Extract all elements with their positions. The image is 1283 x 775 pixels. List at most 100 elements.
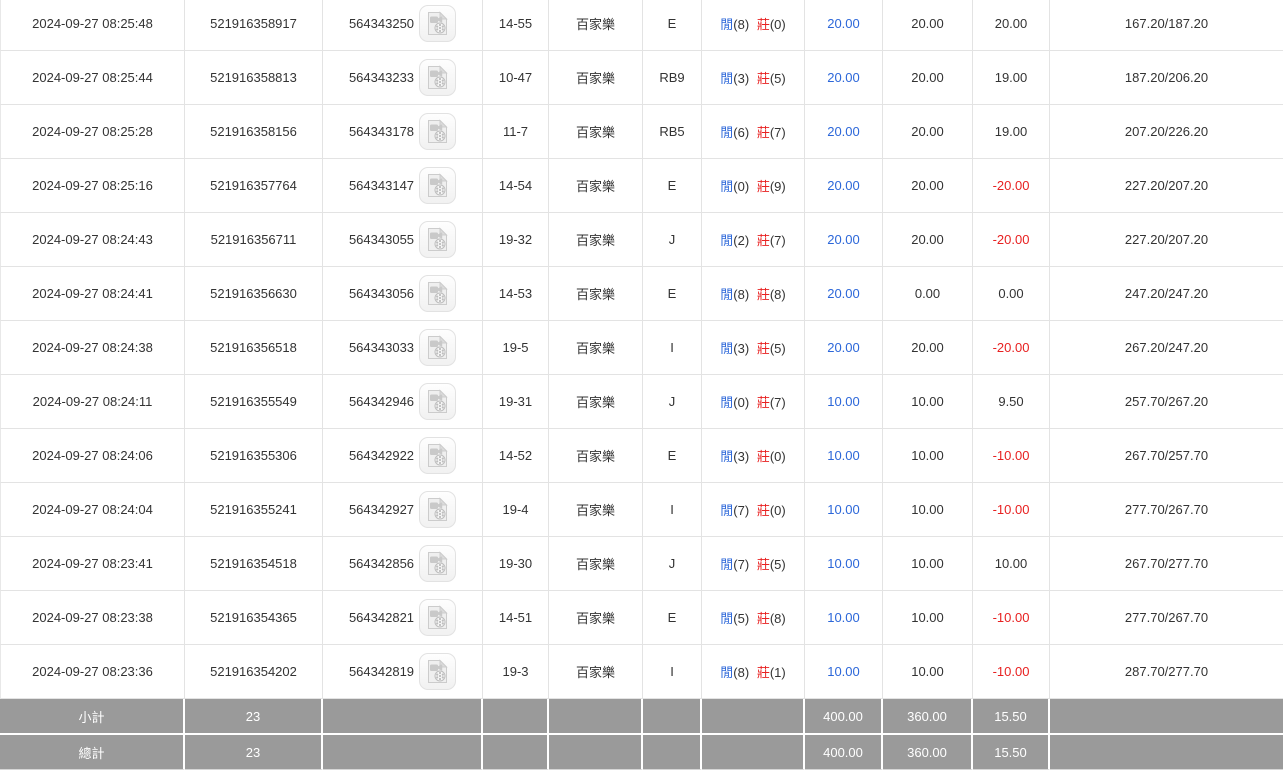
banker-result: 莊(5) bbox=[756, 341, 786, 356]
video-replay-button[interactable] bbox=[419, 221, 457, 258]
cell-game-type: 百家樂 bbox=[549, 483, 643, 537]
video-file-icon bbox=[428, 281, 448, 305]
summary-bet-total: 400.00 bbox=[805, 735, 883, 770]
cell-game-type: 百家樂 bbox=[549, 105, 643, 159]
summary-bet-total: 400.00 bbox=[805, 699, 883, 735]
cell-round: 564342922 bbox=[323, 429, 483, 483]
cell-bet-id: 521916354518 bbox=[185, 537, 323, 591]
banker-result: 莊(7) bbox=[756, 233, 786, 248]
cell-table-number: 19-5 bbox=[483, 321, 549, 375]
summary-label: 小計 bbox=[0, 699, 185, 735]
player-result: 閒(3) bbox=[720, 449, 750, 464]
cell-valid-amount: 20.00 bbox=[883, 51, 973, 105]
cell-balance: 227.20/207.20 bbox=[1050, 159, 1283, 213]
cell-bet-id: 521916354365 bbox=[185, 591, 323, 645]
video-file-icon bbox=[428, 173, 448, 197]
cell-valid-amount: 20.00 bbox=[883, 321, 973, 375]
cell-bet-amount: 20.00 bbox=[805, 213, 883, 267]
cell-round: 564342821 bbox=[323, 591, 483, 645]
video-replay-button[interactable] bbox=[419, 329, 457, 366]
summary-empty-code bbox=[643, 735, 702, 770]
video-file-icon bbox=[428, 227, 448, 251]
summary-empty-balance bbox=[1050, 735, 1283, 770]
video-replay-button[interactable] bbox=[419, 5, 457, 42]
round-id: 564342821 bbox=[348, 610, 415, 625]
cell-round: 564343178 bbox=[323, 105, 483, 159]
cell-game-type: 百家樂 bbox=[549, 645, 643, 699]
video-file-icon bbox=[428, 11, 448, 35]
cell-game-result: 閒(3) 莊(5) bbox=[702, 51, 805, 105]
cell-game-result: 閒(7) 莊(0) bbox=[702, 483, 805, 537]
round-id: 564343055 bbox=[348, 232, 415, 247]
cell-valid-amount: 10.00 bbox=[883, 483, 973, 537]
banker-result: 莊(1) bbox=[756, 665, 786, 680]
cell-game-result: 閒(7) 莊(5) bbox=[702, 537, 805, 591]
cell-table-number: 14-52 bbox=[483, 429, 549, 483]
video-replay-button[interactable] bbox=[419, 599, 457, 636]
cell-round: 564343056 bbox=[323, 267, 483, 321]
video-replay-button[interactable] bbox=[419, 275, 457, 312]
summary-count: 23 bbox=[185, 699, 323, 735]
video-replay-button[interactable] bbox=[419, 59, 457, 96]
table-row: 2024-09-27 08:25:28 521916358156 5643431… bbox=[0, 105, 1283, 159]
summary-empty-result bbox=[702, 699, 805, 735]
cell-valid-amount: 20.00 bbox=[883, 213, 973, 267]
video-replay-button[interactable] bbox=[419, 545, 457, 582]
cell-round: 564343147 bbox=[323, 159, 483, 213]
cell-game-type: 百家樂 bbox=[549, 537, 643, 591]
cell-win-loss: -10.00 bbox=[973, 591, 1050, 645]
cell-bet-id: 521916356711 bbox=[185, 213, 323, 267]
cell-bet-id: 521916355241 bbox=[185, 483, 323, 537]
cell-table-number: 19-30 bbox=[483, 537, 549, 591]
cell-bet-time: 2024-09-27 08:23:38 bbox=[0, 591, 185, 645]
cell-win-loss: -10.00 bbox=[973, 483, 1050, 537]
cell-win-loss: 19.00 bbox=[973, 51, 1050, 105]
cell-table-number: 11-7 bbox=[483, 105, 549, 159]
cell-bet-id: 521916354202 bbox=[185, 645, 323, 699]
cell-game-result: 閒(0) 莊(7) bbox=[702, 375, 805, 429]
round-id: 564342922 bbox=[348, 448, 415, 463]
cell-dealer-code: I bbox=[643, 321, 702, 375]
cell-game-result: 閒(3) 莊(5) bbox=[702, 321, 805, 375]
cell-bet-time: 2024-09-27 08:25:48 bbox=[0, 0, 185, 51]
cell-bet-amount: 20.00 bbox=[805, 51, 883, 105]
video-replay-button[interactable] bbox=[419, 167, 457, 204]
summary-empty-game bbox=[549, 735, 643, 770]
summary-valid-total: 360.00 bbox=[883, 699, 973, 735]
summary-empty-code bbox=[643, 699, 702, 735]
video-replay-button[interactable] bbox=[419, 653, 457, 690]
cell-dealer-code: E bbox=[643, 429, 702, 483]
cell-bet-time: 2024-09-27 08:25:16 bbox=[0, 159, 185, 213]
video-replay-button[interactable] bbox=[419, 383, 457, 420]
video-file-icon bbox=[428, 389, 448, 413]
cell-balance: 277.70/267.70 bbox=[1050, 483, 1283, 537]
cell-balance: 257.70/267.20 bbox=[1050, 375, 1283, 429]
summary-empty-round bbox=[323, 699, 483, 735]
summary-winloss-total: 15.50 bbox=[973, 735, 1050, 770]
cell-bet-amount: 10.00 bbox=[805, 537, 883, 591]
player-result: 閒(2) bbox=[720, 233, 750, 248]
cell-bet-id: 521916358813 bbox=[185, 51, 323, 105]
video-replay-button[interactable] bbox=[419, 437, 457, 474]
cell-table-number: 19-32 bbox=[483, 213, 549, 267]
cell-table-number: 19-4 bbox=[483, 483, 549, 537]
cell-game-result: 閒(6) 莊(7) bbox=[702, 105, 805, 159]
summary-empty-result bbox=[702, 735, 805, 770]
cell-balance: 187.20/206.20 bbox=[1050, 51, 1283, 105]
round-id: 564342927 bbox=[348, 502, 415, 517]
video-replay-button[interactable] bbox=[419, 491, 457, 528]
cell-balance: 267.20/247.20 bbox=[1050, 321, 1283, 375]
video-file-icon bbox=[428, 335, 448, 359]
cell-bet-id: 521916355306 bbox=[185, 429, 323, 483]
round-id: 564342819 bbox=[348, 664, 415, 679]
video-replay-button[interactable] bbox=[419, 113, 457, 150]
summary-empty-balance bbox=[1050, 699, 1283, 735]
round-id: 564343033 bbox=[348, 340, 415, 355]
cell-bet-time: 2024-09-27 08:24:41 bbox=[0, 267, 185, 321]
cell-valid-amount: 10.00 bbox=[883, 375, 973, 429]
cell-dealer-code: J bbox=[643, 537, 702, 591]
cell-round: 564342856 bbox=[323, 537, 483, 591]
banker-result: 莊(9) bbox=[756, 179, 786, 194]
round-id: 564343178 bbox=[348, 124, 415, 139]
table-row: 2024-09-27 08:25:48 521916358917 5643432… bbox=[0, 0, 1283, 51]
